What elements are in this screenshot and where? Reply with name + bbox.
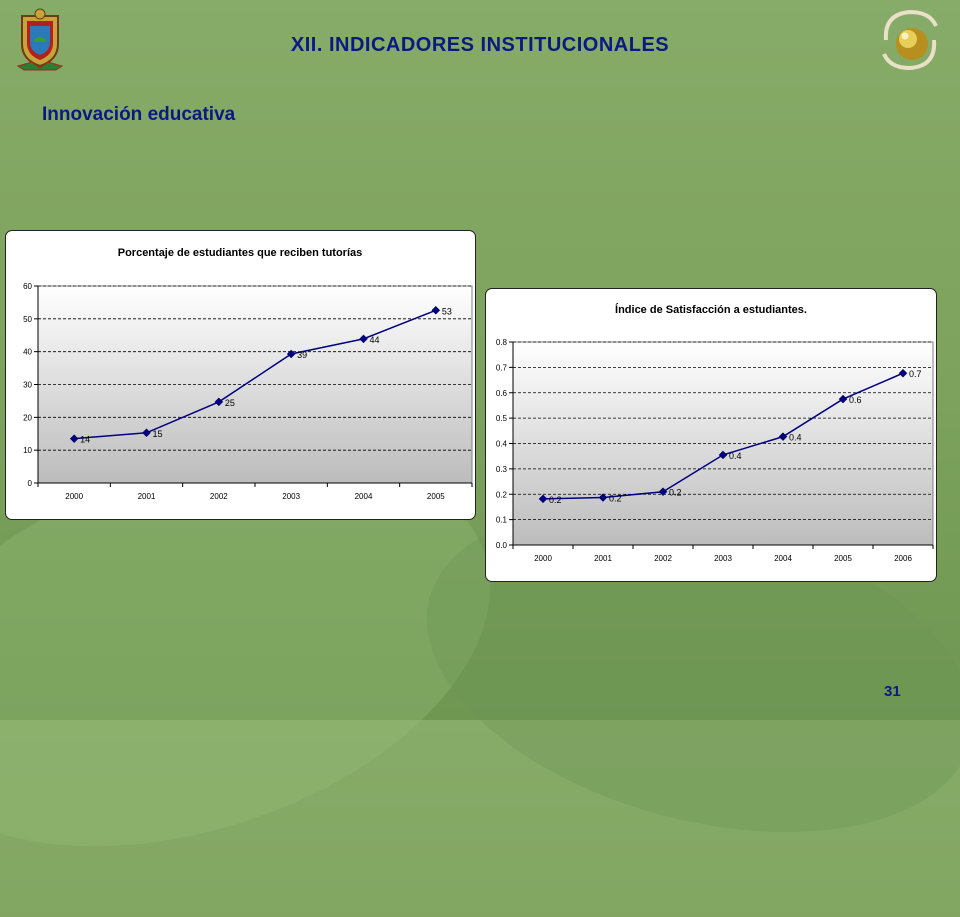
y-tick-label: 10 [23,446,32,455]
data-label: 0.7 [909,369,922,379]
data-point [431,305,441,315]
data-point [142,428,151,438]
y-tick-label: 0.8 [496,338,508,347]
data-label: 0.4 [789,433,802,443]
x-tick-label: 2002 [654,554,672,563]
data-label: 25 [225,398,235,408]
x-tick-label: 2002 [210,492,228,501]
y-tick-label: 50 [23,315,32,324]
x-tick-label: 2001 [138,492,156,501]
data-label: 0.2 [669,488,682,498]
chart-tutorias: Porcentaje de estudiantes que reciben tu… [5,230,476,520]
y-tick-label: 20 [23,413,32,422]
page-number: 31 [884,683,901,700]
tutorias-line-chart: Porcentaje de estudiantes que reciben tu… [23,247,473,501]
data-label: 14 [80,435,90,445]
y-tick-label: 0.1 [496,516,508,525]
x-tick-label: 2004 [774,554,792,563]
y-tick-label: 0.7 [496,363,508,372]
slide-title: XII. INDICADORES INSTITUCIONALES [290,34,670,56]
data-point [69,434,79,444]
data-point [214,397,224,407]
chart-satisfaccion: Índice de Satisfacción a estudiantes. 0.… [485,288,937,582]
data-point [838,394,848,404]
x-tick-label: 2004 [355,492,373,501]
data-label: 0.2 [609,494,622,504]
x-tick-label: 2005 [427,492,445,501]
data-point [898,368,908,378]
data-point [718,450,728,460]
data-label: 0.4 [729,451,742,461]
y-tick-label: 0.5 [496,414,508,423]
satisfaccion-line-chart: Índice de Satisfacción a estudiantes. 0.… [496,303,934,563]
section-subtitle: Innovación educativa [42,104,236,125]
data-point [778,432,788,442]
x-tick-label: 2003 [282,492,300,501]
data-label: 44 [370,335,380,345]
x-tick-label: 2006 [894,554,912,563]
data-point [598,493,608,502]
x-tick-label: 2000 [65,492,83,501]
university-crest-icon [16,8,64,72]
y-tick-label: 60 [23,282,32,291]
data-label: 0.6 [849,395,862,405]
x-tick-label: 2000 [534,554,552,563]
data-point [538,494,548,504]
y-tick-label: 0 [28,479,33,488]
y-tick-label: 0.4 [496,440,508,449]
data-point [359,334,368,344]
chart-title: Índice de Satisfacción a estudiantes. [615,303,807,316]
data-label: 0.2 [549,495,562,505]
x-tick-label: 2001 [594,554,612,563]
y-tick-label: 0.2 [496,490,508,499]
data-label: 53 [442,306,452,316]
y-tick-label: 40 [23,348,32,357]
data-label: 15 [153,429,163,439]
x-tick-label: 2003 [714,554,732,563]
y-tick-label: 0.6 [496,389,508,398]
chart-title: Porcentaje de estudiantes que reciben tu… [118,247,363,259]
data-point [286,349,296,359]
x-tick-label: 2005 [834,554,852,563]
gold-sphere-logo-icon [876,6,944,74]
y-tick-label: 0.0 [496,541,508,550]
data-point [658,487,668,497]
y-tick-label: 0.3 [496,465,508,474]
y-tick-label: 30 [23,381,32,390]
series-line [74,309,437,440]
data-label: 39 [297,350,307,360]
